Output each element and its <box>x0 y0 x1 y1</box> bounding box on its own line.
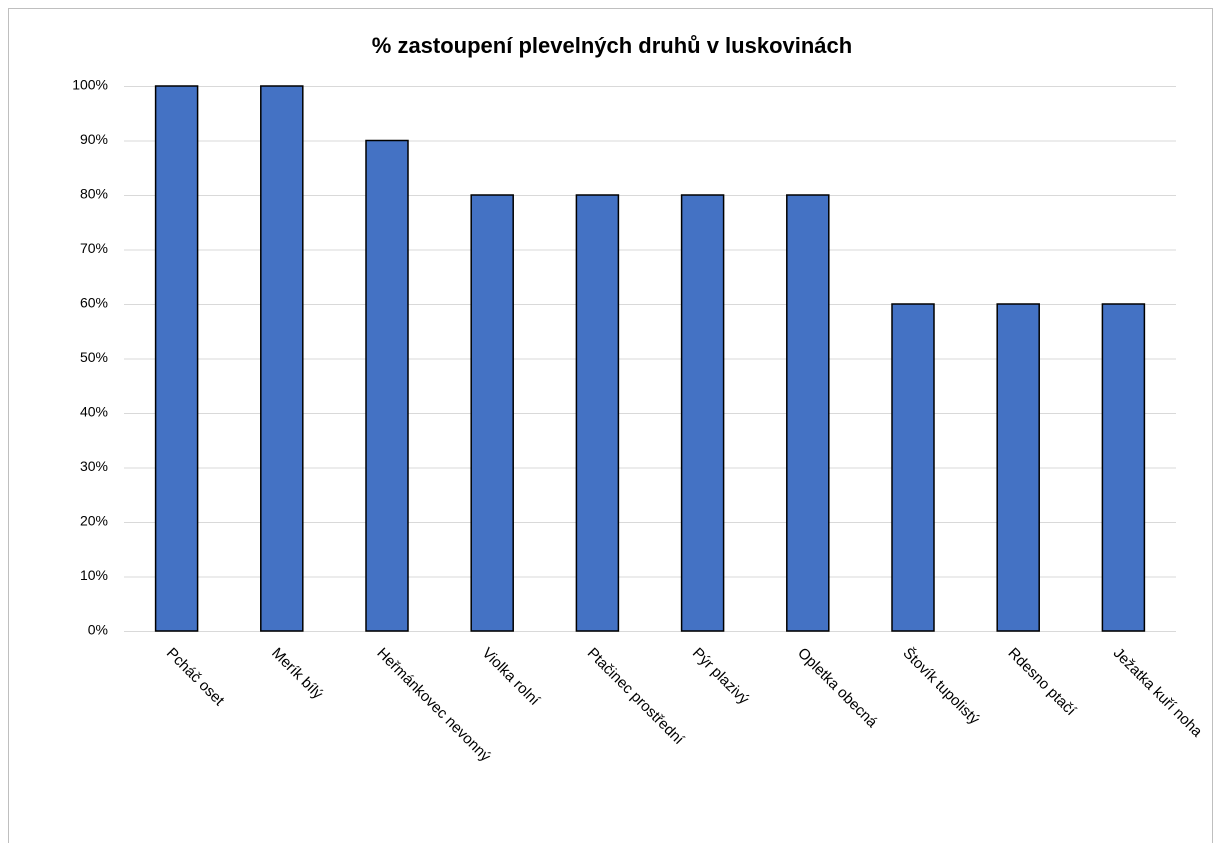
bar <box>680 194 725 632</box>
bar <box>470 194 514 632</box>
y-tick-label: 60% <box>80 295 108 311</box>
bar <box>786 194 830 632</box>
bar <box>575 194 620 632</box>
y-tick-label: 70% <box>80 240 108 256</box>
chart-title: % zastoupení plevelných druhů v luskovin… <box>372 33 852 58</box>
bar <box>154 85 199 632</box>
bar <box>260 85 304 632</box>
y-tick-label: 50% <box>80 349 108 365</box>
y-tick-label: 80% <box>80 186 108 202</box>
y-tick-label: 20% <box>80 513 108 529</box>
bar <box>1101 303 1146 632</box>
bar <box>365 139 409 632</box>
y-tick-label: 0% <box>88 622 108 638</box>
y-tick-label: 90% <box>80 131 108 147</box>
y-tick-label: 100% <box>72 77 108 93</box>
bar <box>996 303 1040 632</box>
y-tick-label: 10% <box>80 567 108 583</box>
y-tick-label: 30% <box>80 458 108 474</box>
bar <box>891 303 935 632</box>
y-tick-label: 40% <box>80 404 108 420</box>
